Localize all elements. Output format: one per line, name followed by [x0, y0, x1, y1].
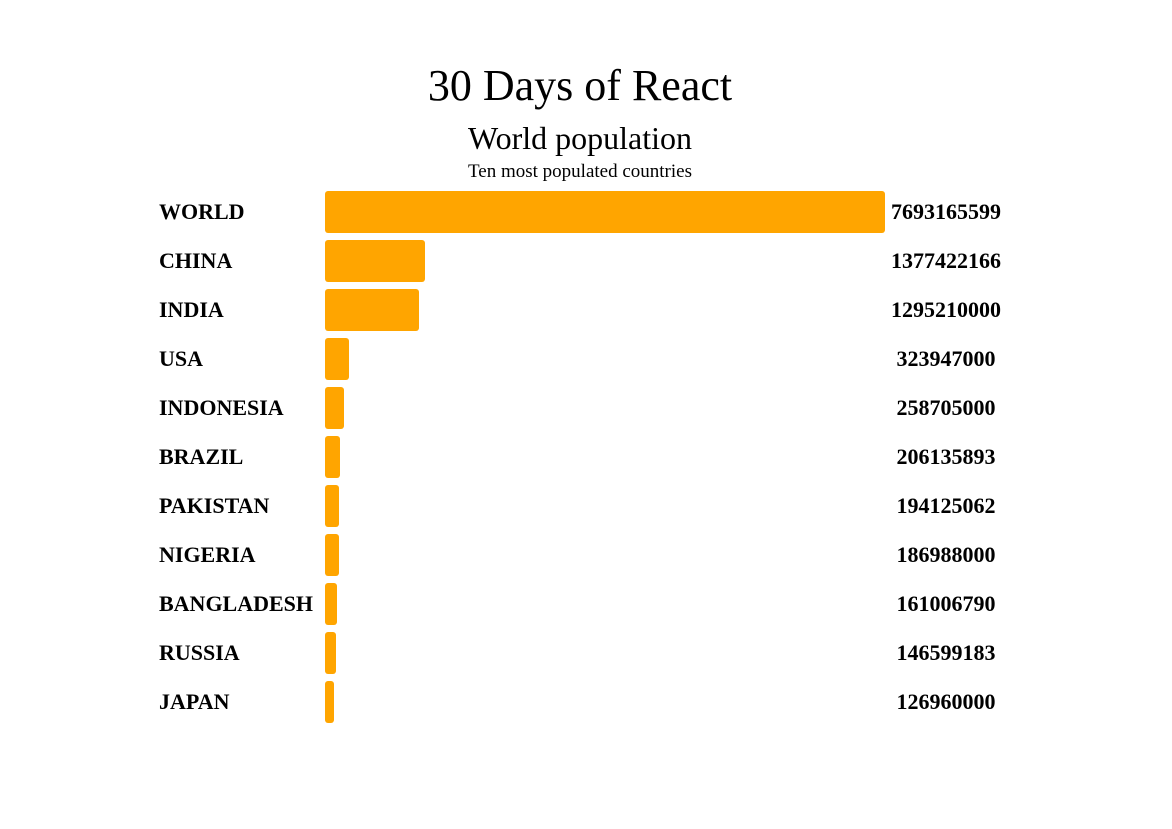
bar-value-brazil: 206135893	[896, 444, 996, 469]
bar-indonesia	[325, 387, 344, 429]
bar-label-usa: USA	[159, 346, 204, 371]
bar-value-pakistan: 194125062	[896, 493, 996, 518]
bar-russia	[325, 632, 336, 674]
bar-value-china: 1377422166	[891, 248, 1001, 273]
bar-value-bangladesh: 161006790	[896, 591, 996, 616]
bar-label-japan: JAPAN	[159, 689, 230, 714]
bar-value-india: 1295210000	[891, 297, 1001, 322]
app-title: 30 Days of React	[427, 61, 733, 110]
bar-value-indonesia: 258705000	[896, 395, 996, 420]
bar-value-usa: 323947000	[896, 346, 996, 371]
bar-label-china: CHINA	[159, 248, 233, 273]
bar-label-indonesia: INDONESIA	[159, 395, 284, 420]
bar-india	[325, 289, 420, 331]
bar-nigeria	[325, 534, 339, 576]
bar-value-nigeria: 186988000	[896, 542, 996, 567]
bar-label-pakistan: PAKISTAN	[159, 493, 270, 518]
bar-label-india: INDIA	[159, 297, 224, 322]
bar-label-russia: RUSSIA	[159, 640, 240, 665]
bar-value-japan: 126960000	[896, 689, 996, 714]
bar-label-bangladesh: BANGLADESH	[159, 591, 314, 616]
bar-japan	[325, 681, 335, 723]
bar-label-nigeria: NIGERIA	[159, 542, 256, 567]
bar-world	[325, 191, 885, 233]
bar-value-russia: 146599183	[896, 640, 996, 665]
bar-value-world: 7693165599	[891, 199, 1001, 224]
bar-label-brazil: BRAZIL	[159, 444, 244, 469]
bar-label-world: WORLD	[159, 199, 245, 224]
bar-pakistan	[325, 485, 340, 527]
chart-subtitle: Ten most populated countries	[468, 161, 692, 182]
bar-china	[325, 240, 426, 282]
chart-title: World population	[467, 120, 693, 156]
bar-bangladesh	[325, 583, 337, 625]
bar-usa	[325, 338, 349, 380]
bar-brazil	[325, 436, 340, 478]
